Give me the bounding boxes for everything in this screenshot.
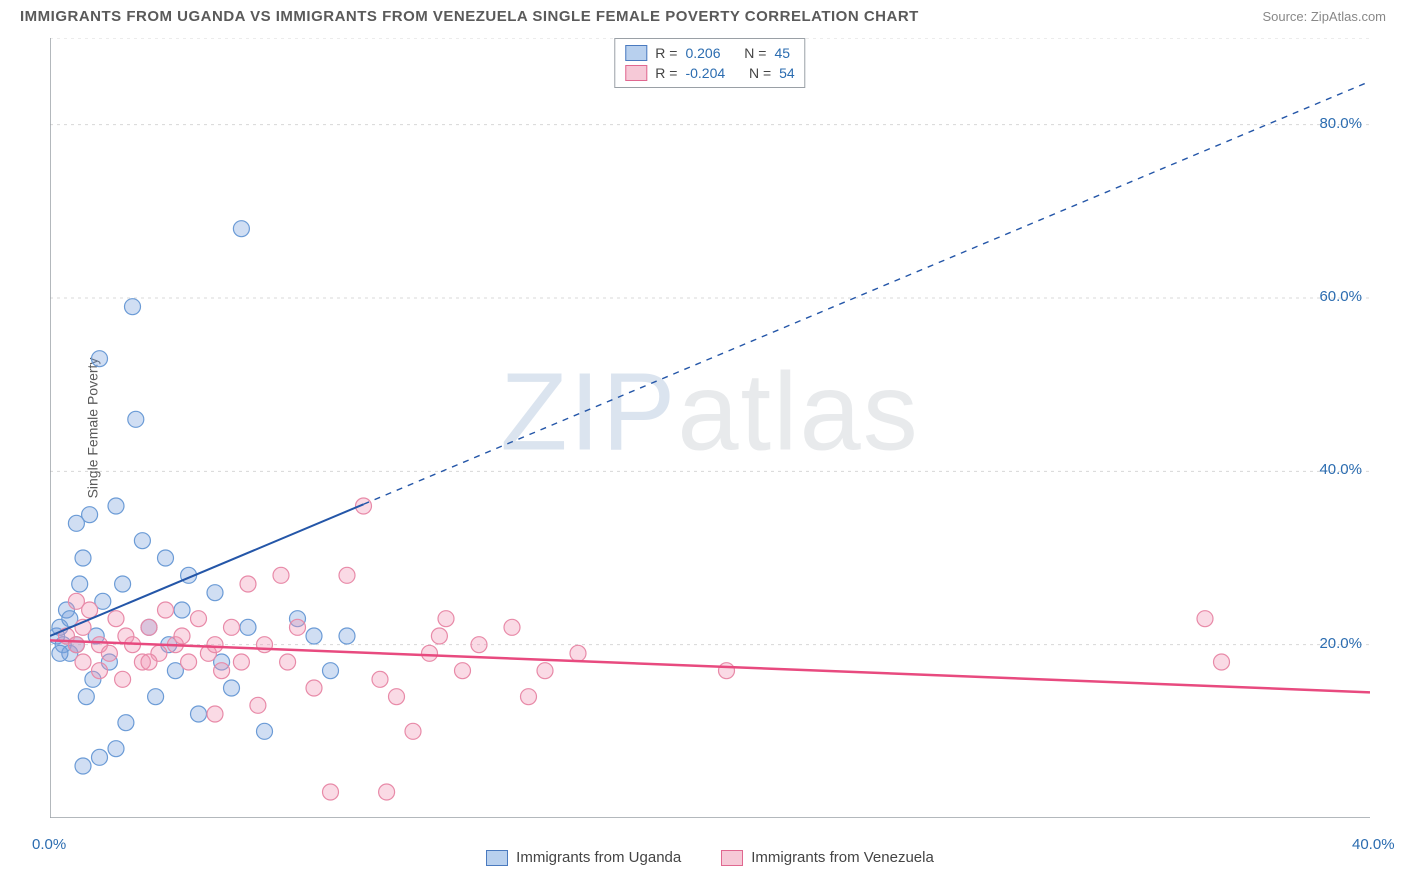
y-tick-label: 80.0%: [1319, 115, 1362, 132]
legend-swatch-bottom-uganda: [486, 850, 508, 866]
y-tick-label: 60.0%: [1319, 288, 1362, 305]
chart-container: Single Female Poverty ZIPatlas R = 0.206…: [50, 38, 1370, 818]
legend-swatch-uganda: [625, 45, 647, 61]
legend-swatch-bottom-venezuela: [721, 850, 743, 866]
source-label: Source: ZipAtlas.com: [1262, 9, 1386, 24]
x-tick-label: 40.0%: [1352, 836, 1395, 853]
x-tick-label: 0.0%: [32, 836, 66, 853]
legend-swatch-venezuela: [625, 65, 647, 81]
legend-item-venezuela: Immigrants from Venezuela: [721, 849, 934, 866]
legend-label-venezuela: Immigrants from Venezuela: [751, 849, 934, 866]
y-tick-label: 20.0%: [1319, 635, 1362, 652]
correlation-legend: R = 0.206 N = 45 R = -0.204 N = 54: [614, 38, 805, 88]
scatter-plot: [50, 38, 1370, 818]
series-legend: Immigrants from Uganda Immigrants from V…: [50, 849, 1370, 866]
legend-n-venezuela: 54: [779, 65, 795, 81]
legend-row-uganda: R = 0.206 N = 45: [625, 43, 794, 63]
chart-title: IMMIGRANTS FROM UGANDA VS IMMIGRANTS FRO…: [20, 8, 919, 25]
legend-label-uganda: Immigrants from Uganda: [516, 849, 681, 866]
legend-n-uganda: 45: [774, 45, 790, 61]
legend-r-label-2: R =: [655, 65, 677, 81]
legend-r-venezuela: -0.204: [685, 65, 725, 81]
legend-item-uganda: Immigrants from Uganda: [486, 849, 681, 866]
legend-r-label: R =: [655, 45, 677, 61]
y-tick-label: 40.0%: [1319, 461, 1362, 478]
legend-row-venezuela: R = -0.204 N = 54: [625, 63, 794, 83]
legend-n-label-2: N =: [749, 65, 771, 81]
legend-n-label: N =: [744, 45, 766, 61]
legend-r-uganda: 0.206: [685, 45, 720, 61]
